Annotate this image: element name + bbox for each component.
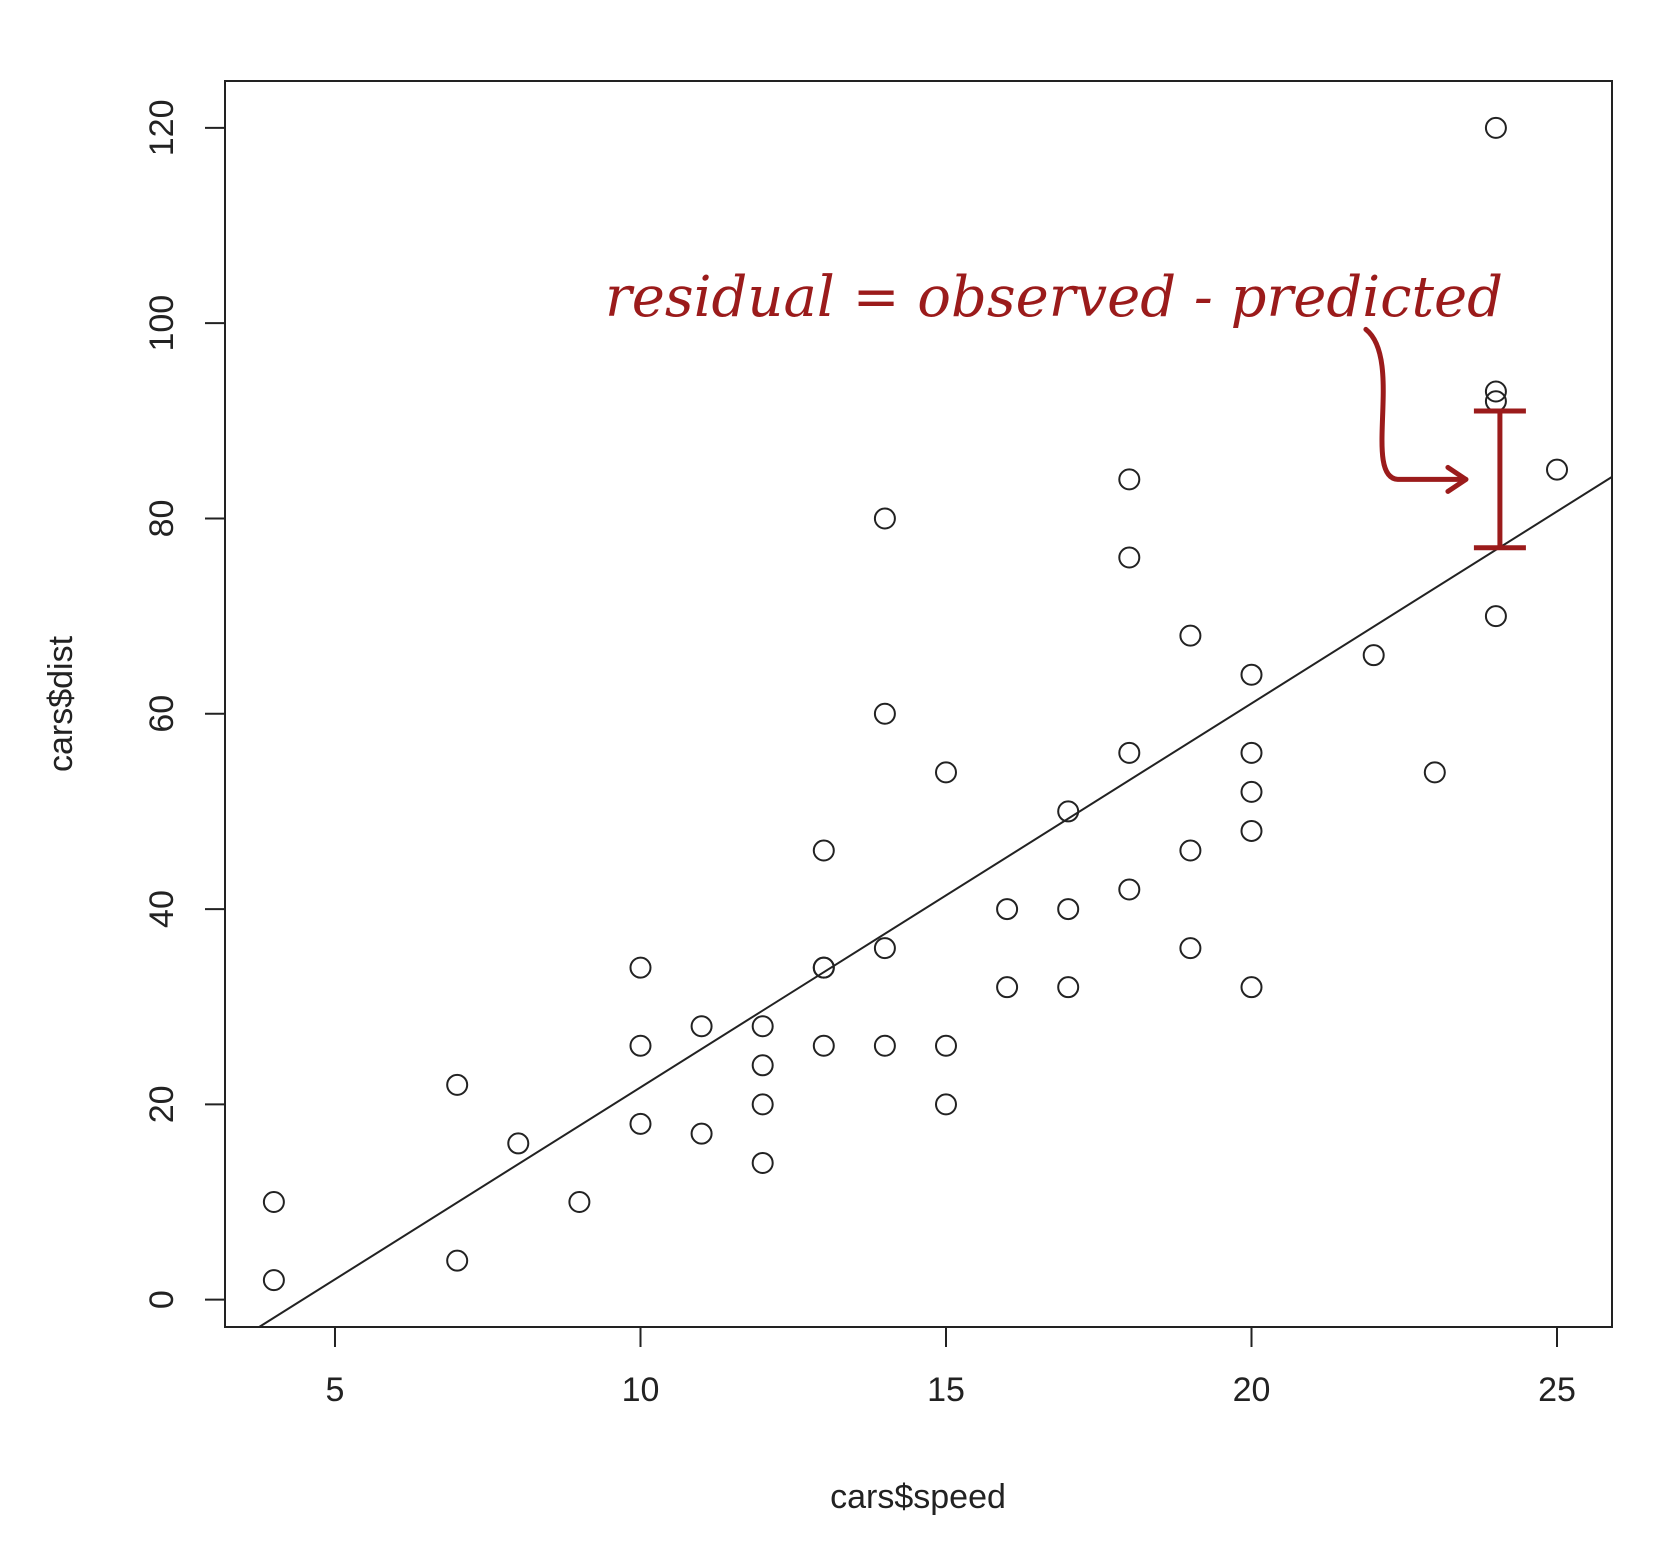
x-axis-label: cars$speed (830, 1478, 1006, 1516)
y-tick-label: 20 (143, 1085, 181, 1123)
data-point (629, 1112, 652, 1135)
data-point (446, 1073, 469, 1096)
annotation-text: residual = observed - predicted (605, 265, 1503, 330)
data-point (1484, 380, 1507, 403)
data-point (1057, 800, 1080, 823)
x-tick-label: 15 (927, 1371, 965, 1409)
plot-area-frame (224, 80, 1613, 1328)
data-point (1484, 605, 1507, 628)
data-point (751, 1015, 774, 1038)
data-point (1240, 976, 1263, 999)
y-tick-label: 40 (143, 890, 181, 928)
data-point (934, 761, 957, 784)
data-point (751, 1093, 774, 1116)
data-point (1546, 458, 1569, 481)
data-point (1179, 937, 1202, 960)
data-point (568, 1191, 591, 1214)
data-point (873, 1034, 896, 1057)
data-point (751, 1151, 774, 1174)
x-tick-label: 10 (622, 1371, 660, 1409)
data-point (1362, 644, 1385, 667)
data-point (629, 1034, 652, 1057)
data-point (996, 976, 1019, 999)
data-point (1240, 780, 1263, 803)
residual-annotation: residual = observed - predicted (605, 265, 1526, 551)
data-point (751, 1054, 774, 1077)
y-tick-label: 80 (143, 500, 181, 538)
regression-line (258, 476, 1613, 1328)
data-point (1118, 546, 1141, 569)
data-point (1179, 624, 1202, 647)
y-tick-label: 120 (143, 100, 181, 157)
data-point (690, 1122, 713, 1145)
annotation-arrow (1363, 326, 1469, 482)
data-point (1240, 741, 1263, 764)
data-points (262, 116, 1569, 1292)
data-point (873, 507, 896, 530)
y-tick-label: 0 (143, 1290, 181, 1309)
x-axis: 5 10 15 20 25 (326, 1327, 1576, 1409)
data-point (1057, 976, 1080, 999)
data-point (934, 1034, 957, 1057)
data-point (812, 839, 835, 862)
data-point (446, 1249, 469, 1272)
data-point (262, 1191, 285, 1214)
y-axis: 0 20 40 60 80 100 120 (143, 100, 225, 1309)
x-tick-label: 5 (326, 1371, 345, 1409)
data-point (629, 956, 652, 979)
data-point (1484, 116, 1507, 139)
data-point (1179, 839, 1202, 862)
x-tick-label: 20 (1233, 1371, 1271, 1409)
data-point (873, 702, 896, 725)
data-point (1423, 761, 1446, 784)
data-point (996, 898, 1019, 921)
annotation-arrowhead (1445, 464, 1469, 494)
data-point (873, 937, 896, 960)
regression-line-group (258, 476, 1613, 1328)
data-point (934, 1093, 957, 1116)
data-point (690, 1015, 713, 1038)
data-point (262, 1269, 285, 1292)
data-point (507, 1132, 530, 1155)
data-point (1118, 468, 1141, 491)
data-point (812, 956, 835, 979)
data-point (1240, 663, 1263, 686)
data-point (812, 1034, 835, 1057)
y-tick-label: 100 (143, 295, 181, 352)
data-point (1240, 819, 1263, 842)
data-point (1057, 898, 1080, 921)
y-axis-label: cars$dist (42, 635, 80, 772)
x-tick-label: 25 (1538, 1371, 1576, 1409)
data-point (1118, 878, 1141, 901)
y-tick-label: 60 (143, 695, 181, 733)
data-point (1118, 741, 1141, 764)
